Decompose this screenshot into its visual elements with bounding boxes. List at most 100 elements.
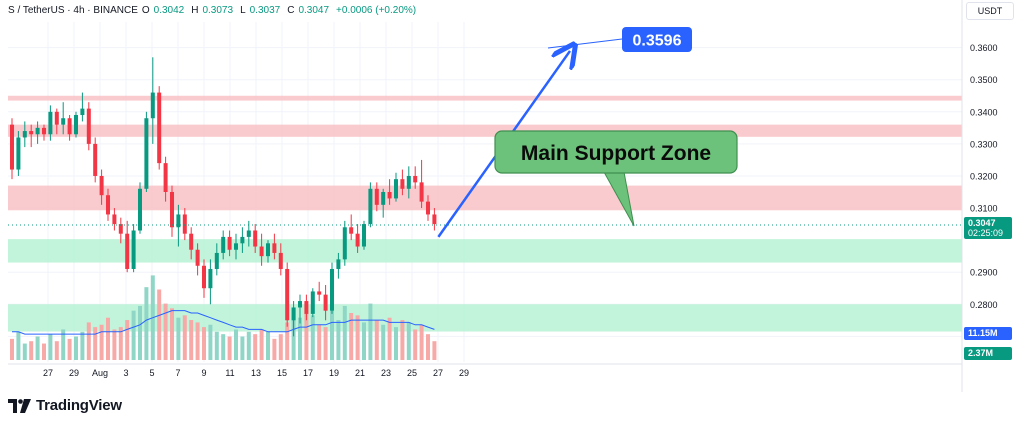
x-tick-label: 15 [277, 368, 287, 378]
candle-body [93, 143, 98, 176]
price-chart[interactable]: 0.3596 Main Support Zone 0.3600 0.3500 0.34… [0, 0, 1024, 392]
candle-body [118, 224, 123, 234]
volume-bar [86, 322, 91, 360]
candle-body [221, 236, 226, 253]
y-tick-label: 0.3100 [970, 204, 998, 214]
volume-bar [221, 334, 226, 360]
x-tick-label: 17 [303, 368, 313, 378]
y-tick-label: 0.3200 [970, 171, 998, 181]
x-tick-label: 5 [149, 368, 154, 378]
candle-body [157, 92, 162, 164]
volume-bar [189, 320, 194, 360]
x-tick-label: 7 [175, 368, 180, 378]
candle-body [336, 259, 341, 269]
volume-bar [93, 327, 98, 360]
candle-body [99, 175, 104, 196]
volume-badge: 2.37M [964, 347, 1012, 360]
candle-body [298, 301, 302, 308]
volume-bar [310, 315, 315, 360]
y-tick-label: 0.3500 [970, 75, 998, 85]
volume-bar [214, 331, 219, 360]
volume-bar [163, 303, 168, 360]
candle-body [61, 118, 66, 125]
x-tick-label: 25 [407, 368, 417, 378]
candle-body [125, 233, 130, 269]
candle-body [246, 230, 251, 237]
close-value: 0.3047 [298, 4, 330, 16]
tradingview-brand-text: TradingView [36, 397, 122, 414]
candle-body [29, 131, 34, 135]
volume-bar [419, 324, 424, 360]
candle-body [182, 214, 187, 234]
volume-bar [246, 331, 251, 360]
volume-bar [42, 343, 46, 360]
target-label-box [622, 27, 692, 52]
y-tick-label: 0.3400 [970, 107, 998, 117]
candle-body [227, 236, 232, 250]
volume-bar [362, 322, 366, 360]
close-label: C [287, 4, 295, 16]
change-value: +0.0006 (+0.20%) [336, 4, 417, 16]
callout-text: Main Support Zone [521, 142, 711, 165]
volume-ma-line [12, 310, 435, 335]
volume-bar [29, 341, 34, 360]
candle-body [266, 243, 270, 257]
volume-bar [106, 317, 110, 360]
candle-body [106, 195, 110, 215]
candle-body [112, 214, 117, 225]
volume-bar [432, 341, 437, 360]
volume-bar [406, 322, 411, 360]
high-value: 0.3073 [202, 4, 234, 16]
candle-body [394, 179, 398, 199]
volume-bar [195, 322, 200, 360]
volume-bar [131, 310, 136, 360]
volume-bar [227, 336, 232, 360]
volume-ma-badge-text: 11.15M [968, 328, 998, 338]
x-tick-label: 27 [43, 368, 53, 378]
low-value: 0.3037 [249, 4, 281, 16]
candle-body [285, 268, 290, 321]
candle-body [253, 230, 258, 247]
candle-body [342, 227, 347, 260]
last-price-badge-text: 0.3047 [968, 218, 996, 228]
volume-bar [298, 317, 302, 360]
tradingview-brand[interactable]: TradingView [8, 397, 122, 414]
volume-bar [413, 329, 418, 360]
last-price-badge-text: 02:25:09 [968, 228, 1003, 238]
candle-body [80, 108, 85, 116]
volume-bar [74, 336, 78, 360]
candle-body [304, 301, 309, 314]
volume-bar [61, 329, 66, 360]
x-tick-label: 3 [123, 368, 128, 378]
tradingview-logo-icon [8, 398, 31, 413]
candle-body [150, 92, 155, 119]
candle-body [291, 307, 296, 321]
currency-button[interactable]: USDT [966, 2, 1014, 20]
resistance-zone-0 [8, 95, 962, 101]
candle-body [310, 291, 315, 314]
volume-bar [182, 315, 187, 360]
volume-bar [144, 287, 149, 360]
volume-bar [234, 329, 238, 360]
volume-bar [118, 327, 123, 360]
volume-bar [10, 338, 14, 360]
volume-bar [394, 327, 398, 360]
symbol-name[interactable]: S / TetherUS · 4h · BINANCE [8, 4, 138, 16]
volume-bar [426, 334, 430, 360]
volume-bar [22, 343, 27, 360]
candle-body [272, 243, 277, 253]
candle-body [189, 233, 194, 250]
candle-body [387, 192, 392, 199]
candle-body [419, 182, 424, 202]
candle-body [67, 118, 72, 135]
open-value: 0.3042 [153, 4, 185, 16]
candle-body [317, 291, 322, 295]
x-tick-label: 19 [329, 368, 339, 378]
open-label: O [141, 4, 150, 16]
volume-bar [355, 315, 360, 360]
volume-bar [278, 334, 283, 360]
volume-bar [157, 289, 162, 360]
candle-body [259, 246, 264, 257]
volume-bar [112, 329, 117, 360]
candle-body [195, 249, 200, 266]
